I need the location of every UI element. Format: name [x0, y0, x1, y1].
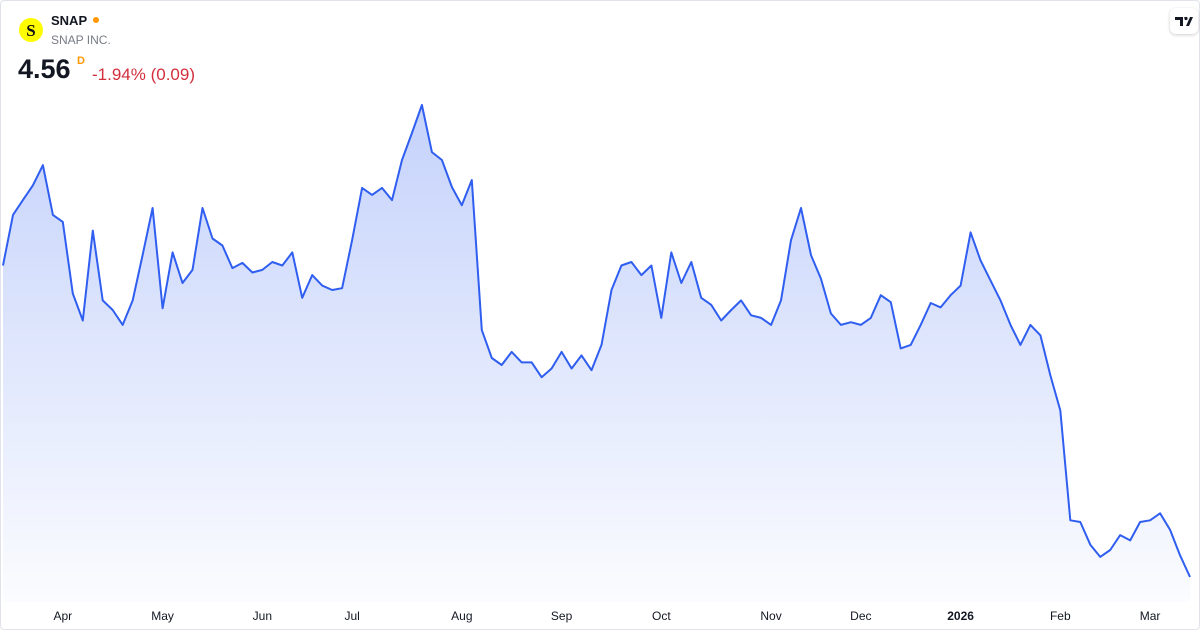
price-line [2, 104, 1191, 578]
area-fill [3, 105, 1190, 602]
logo[interactable]: S [19, 18, 43, 42]
interval: D [77, 55, 85, 67]
x-tick-label: May [151, 609, 174, 623]
x-tick-label: Nov [760, 609, 781, 623]
x-tick-label: Feb [1050, 609, 1071, 623]
tradingview-icon [1175, 16, 1193, 26]
company-name: SNAP INC. [51, 33, 111, 47]
x-tick-label: Jul [344, 609, 359, 623]
x-tick-label: Dec [850, 609, 871, 623]
x-tick-label: Oct [652, 609, 671, 623]
price-change: -1.94% (0.09) [92, 65, 195, 84]
price: 4.56 [18, 54, 71, 84]
x-tick-label: Aug [451, 609, 472, 623]
x-tick-label: Mar [1140, 609, 1161, 623]
x-tick-label: Jun [253, 609, 272, 623]
x-tick-label: Sep [551, 609, 573, 623]
x-tick-label: Apr [54, 609, 73, 623]
tradingview-logo[interactable] [1170, 8, 1198, 34]
x-tick-label: 2026 [947, 609, 974, 623]
symbol[interactable]: SNAP [51, 13, 88, 28]
status-dot [93, 17, 99, 23]
